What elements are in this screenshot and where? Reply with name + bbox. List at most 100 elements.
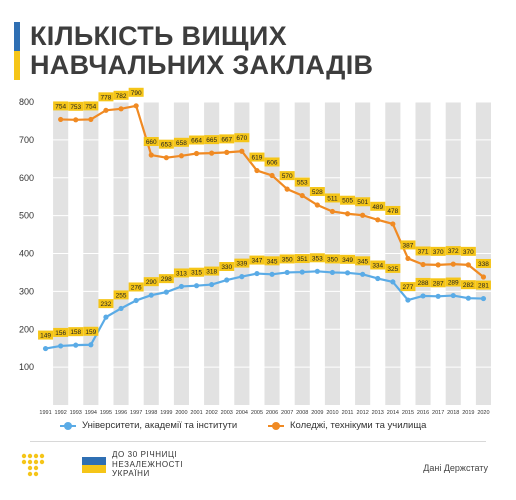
data-point-universities [375, 275, 381, 282]
data-point-colleges [88, 116, 94, 123]
y-tick-label: 700 [19, 135, 34, 145]
data-label-universities: 282 [463, 282, 474, 289]
data-label-bg-colleges [173, 137, 189, 147]
data-label-bg-universities [68, 327, 84, 337]
data-point-universities [314, 268, 320, 274]
legend-item-universities: Університети, академії та інститути [60, 420, 237, 431]
data-point-colleges [329, 208, 336, 215]
data-point-universities [450, 292, 456, 299]
anniversary-line-2: НЕЗАЛЕЖНОСТІ [112, 459, 184, 469]
data-label-colleges: 371 [418, 248, 429, 255]
data-label-universities: 350 [282, 256, 293, 263]
data-label-universities: 156 [55, 330, 66, 337]
data-point-universities [480, 295, 487, 302]
data-point-colleges [405, 255, 411, 262]
data-label-universities: 345 [357, 258, 368, 265]
legend-item-colleges: Коледжі, технікуми та училища [268, 420, 426, 431]
data-label-bg-universities [204, 266, 220, 276]
y-tick-label: 800 [19, 97, 34, 107]
data-point-universities [178, 283, 185, 290]
title-line-2: НАВЧАЛЬНИХ ЗАКЛАДІВ [30, 50, 374, 80]
data-label-bg-colleges [385, 205, 401, 215]
data-point-colleges [58, 116, 64, 123]
data-point-colleges [360, 212, 366, 218]
x-tick-label: 2016 [417, 410, 429, 416]
data-label-bg-colleges [279, 171, 295, 181]
data-label-bg-universities [173, 268, 189, 278]
data-label-bg-colleges [264, 157, 280, 167]
data-point-universities [344, 270, 351, 276]
data-label-bg-colleges [113, 90, 129, 100]
x-tick-label: 2015 [402, 410, 414, 416]
data-label-bg-universities [370, 260, 386, 270]
x-tick-label: 2019 [462, 410, 474, 416]
data-point-universities [58, 343, 64, 349]
data-label-bg-universities [128, 282, 144, 292]
data-label-bg-colleges [98, 92, 114, 102]
data-label-colleges: 501 [357, 199, 368, 206]
data-point-colleges [193, 150, 200, 157]
data-label-colleges: 570 [282, 173, 293, 180]
data-label-colleges: 553 [297, 180, 308, 187]
data-label-bg-universities [385, 263, 401, 273]
data-label-bg-colleges [143, 137, 159, 147]
x-tick-label: 1993 [70, 410, 82, 416]
x-tick-label: 1996 [115, 410, 127, 416]
y-tick-label: 100 [19, 362, 34, 372]
data-label-bg-colleges [430, 246, 446, 256]
data-label-bg-universities [324, 254, 340, 264]
data-label-colleges: 511 [327, 195, 338, 202]
x-tick-label: 2001 [190, 410, 202, 416]
data-point-colleges [133, 103, 139, 109]
logo-icon [21, 453, 45, 477]
x-tick-label: 2002 [206, 410, 218, 416]
data-label-bg-colleges [460, 246, 476, 256]
ukraine-flag-icon [82, 457, 106, 473]
data-point-universities [209, 281, 215, 288]
x-tick-label: 2004 [236, 410, 248, 416]
legend-dot-orange [272, 421, 280, 430]
data-label-universities: 318 [206, 269, 217, 276]
data-label-bg-colleges [249, 152, 265, 162]
data-point-colleges [178, 153, 185, 159]
x-tick-label: 1995 [100, 410, 112, 416]
data-point-universities [254, 270, 260, 277]
data-label-bg-colleges [445, 246, 461, 256]
data-label-universities: 313 [176, 270, 187, 277]
data-label-universities: 350 [327, 256, 338, 263]
data-label-bg-universities [309, 253, 325, 263]
data-label-bg-universities [355, 256, 371, 266]
title-accent-blue [14, 22, 20, 51]
data-label-colleges: 658 [176, 140, 187, 147]
data-label-colleges: 790 [131, 90, 142, 97]
data-label-colleges: 664 [191, 138, 202, 145]
data-label-bg-colleges [475, 258, 491, 268]
data-label-universities: 315 [191, 270, 202, 277]
data-point-colleges [314, 202, 320, 208]
line-chart: 100 200 300 400 500 600 700 800 1991 1992 1993 1994… [19, 87, 491, 416]
data-label-universities: 325 [387, 266, 398, 273]
data-point-colleges [344, 211, 351, 217]
data-label-colleges: 778 [101, 94, 112, 101]
data-label-colleges: 387 [403, 242, 414, 249]
data-point-colleges [163, 155, 169, 161]
data-label-colleges: 753 [70, 104, 81, 111]
data-label-bg-universities [460, 280, 476, 290]
data-label-bg-universities [400, 282, 416, 292]
y-tick-label: 200 [19, 324, 34, 334]
data-label-universities: 276 [131, 284, 142, 291]
x-tick-label: 2009 [311, 410, 323, 416]
x-tick-label: 1997 [130, 410, 142, 416]
data-point-colleges [103, 107, 109, 113]
data-label-colleges: 372 [448, 248, 459, 255]
data-label-colleges: 653 [161, 142, 172, 149]
x-tick-label: 2012 [357, 410, 369, 416]
data-label-universities: 289 [448, 280, 459, 287]
x-tick-label: 2005 [251, 410, 263, 416]
data-label-universities: 351 [297, 256, 308, 263]
data-point-universities [269, 271, 275, 277]
data-label-universities: 277 [403, 284, 414, 291]
data-label-colleges: 670 [236, 135, 247, 142]
data-label-bg-universities [279, 254, 295, 264]
data-label-bg-colleges [189, 135, 205, 145]
